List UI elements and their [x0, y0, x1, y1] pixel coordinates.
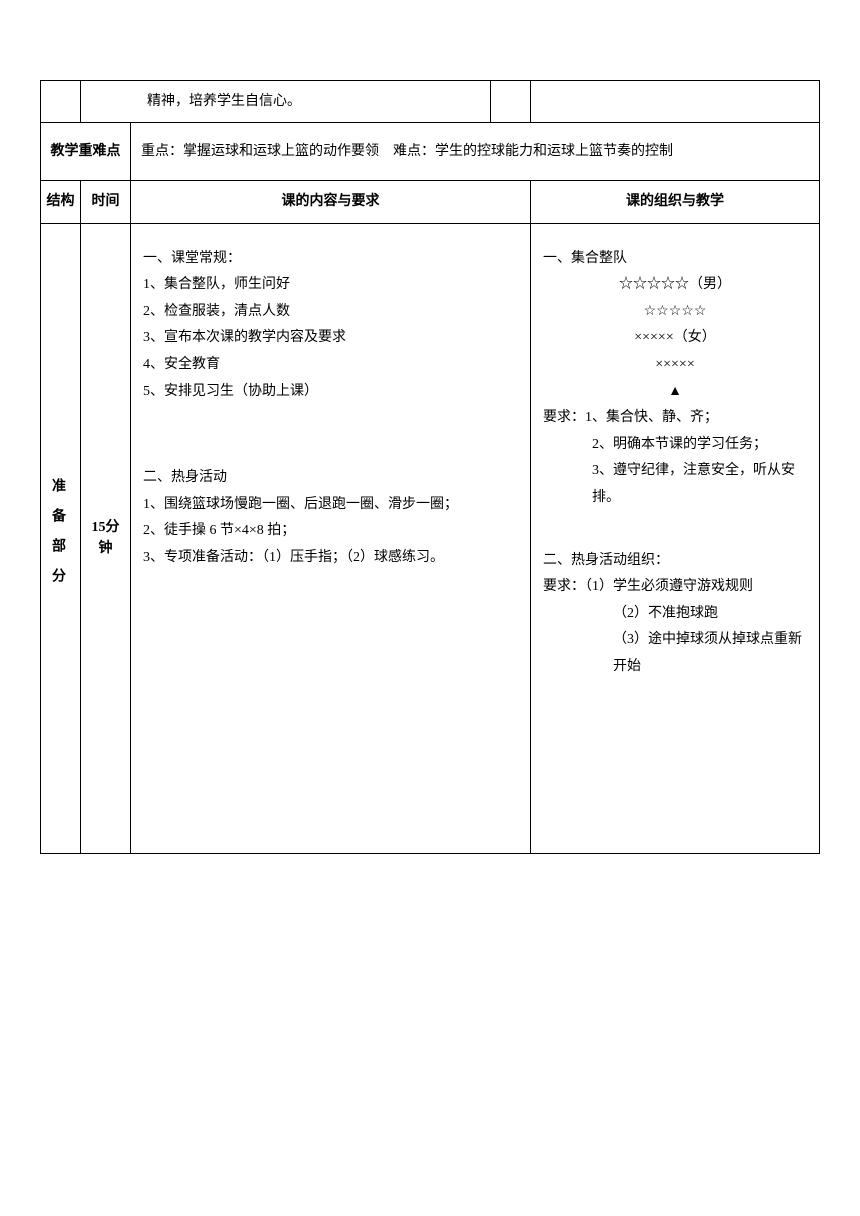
req1-text: 1、集合快、静、齐；	[585, 410, 718, 425]
top-cell-text: 精神，培养学生自信心。	[81, 81, 491, 123]
req-label-1: 要求：	[543, 410, 585, 425]
right-block-2: 二、热身活动组织： 要求：（1）学生必须遵守游戏规则 （2）不准抱球跑 （3）途…	[543, 548, 807, 681]
top-cell-4	[491, 81, 531, 123]
content-left-cell: 一、课堂常规： 1、集合整队，师生问好 2、检查服装，清点人数 3、宣布本次课的…	[131, 223, 531, 853]
right-b1-title: 一、集合整队	[543, 246, 807, 273]
left-b2-item2: 2、徒手操 6 节×4×8 拍；	[143, 518, 518, 545]
top-partial-row: 精神，培养学生自信心。	[41, 81, 820, 123]
difficulty-label: 教学重难点	[41, 123, 131, 181]
header-org: 课的组织与教学	[531, 181, 820, 223]
left-b1-item3: 3、宣布本次课的教学内容及要求	[143, 325, 518, 352]
lesson-plan-table: 精神，培养学生自信心。 教学重难点 重点：掌握运球和运球上篮的动作要领 难点：学…	[40, 80, 820, 854]
difficulty-row: 教学重难点 重点：掌握运球和运球上篮的动作要领 难点：学生的控球能力和运球上篮节…	[41, 123, 820, 181]
left-block-2: 二、热身活动 1、围绕篮球场慢跑一圈、后退跑一圈、滑步一圈； 2、徒手操 6 节…	[143, 465, 518, 571]
header-row: 结构 时间 课的内容与要求 课的组织与教学	[41, 181, 820, 223]
header-content: 课的内容与要求	[131, 181, 531, 223]
right-b2-req1: 要求：（1）学生必须遵守游戏规则	[543, 574, 807, 601]
req-label-2: 要求：	[543, 579, 585, 594]
left-b1-item4: 4、安全教育	[143, 352, 518, 379]
left-b1-item1: 1、集合整队，师生问好	[143, 272, 518, 299]
right-b1-req1: 要求：1、集合快、静、齐；	[543, 405, 807, 432]
right-b2-title: 二、热身活动组织：	[543, 548, 807, 575]
difficulty-content: 重点：掌握运球和运球上篮的动作要领 难点：学生的控球能力和运球上篮节奏的控制	[131, 123, 820, 181]
formation-line4: ×××××	[543, 352, 807, 379]
top-cell-5	[531, 81, 820, 123]
left-b2-item1: 1、围绕篮球场慢跑一圈、后退跑一圈、滑步一圈；	[143, 492, 518, 519]
formation-line2: ☆☆☆☆☆	[543, 299, 807, 326]
left-b2-item3: 3、专项准备活动：（1）压手指；（2）球感练习。	[143, 545, 518, 572]
top-cell-1	[41, 81, 81, 123]
right-b2-req2: （2）不准抱球跑	[543, 601, 807, 628]
req2-text: （1）学生必须遵守游戏规则	[585, 579, 753, 594]
formation-line3: ×××××（女）	[543, 325, 807, 352]
time-cell: 15分钟	[81, 223, 131, 853]
main-content-row: 准备部分 15分钟 一、课堂常规： 1、集合整队，师生问好 2、检查服装，清点人…	[41, 223, 820, 853]
right-b1-req3: 3、遵守纪律，注意安全，听从安排。	[543, 458, 807, 511]
content-right-cell: 一、集合整队 ☆☆☆☆☆（男） ☆☆☆☆☆ ×××××（女） ××××× ▲ 要…	[531, 223, 820, 853]
formation-line5: ▲	[543, 379, 807, 406]
left-b1-title: 一、课堂常规：	[143, 246, 518, 273]
formation-diagram: ☆☆☆☆☆（男） ☆☆☆☆☆ ×××××（女） ××××× ▲	[543, 272, 807, 405]
right-b2-req3: （3）途中掉球须从掉球点重新开始	[543, 627, 807, 680]
header-time: 时间	[81, 181, 131, 223]
formation-line1: ☆☆☆☆☆（男）	[543, 272, 807, 299]
right-block-1: 一、集合整队 ☆☆☆☆☆（男） ☆☆☆☆☆ ×××××（女） ××××× ▲ 要…	[543, 246, 807, 512]
section-label: 准备部分	[51, 478, 70, 598]
left-b2-title: 二、热身活动	[143, 465, 518, 492]
left-b1-item2: 2、检查服装，清点人数	[143, 299, 518, 326]
left-b1-item5: 5、安排见习生（协助上课）	[143, 379, 518, 406]
time-value: 15分钟	[91, 517, 120, 559]
right-b1-req2: 2、明确本节课的学习任务；	[543, 432, 807, 459]
section-label-cell: 准备部分	[41, 223, 81, 853]
header-structure: 结构	[41, 181, 81, 223]
top-text: 精神，培养学生自信心。	[91, 94, 301, 109]
left-block-1: 一、课堂常规： 1、集合整队，师生问好 2、检查服装，清点人数 3、宣布本次课的…	[143, 246, 518, 406]
